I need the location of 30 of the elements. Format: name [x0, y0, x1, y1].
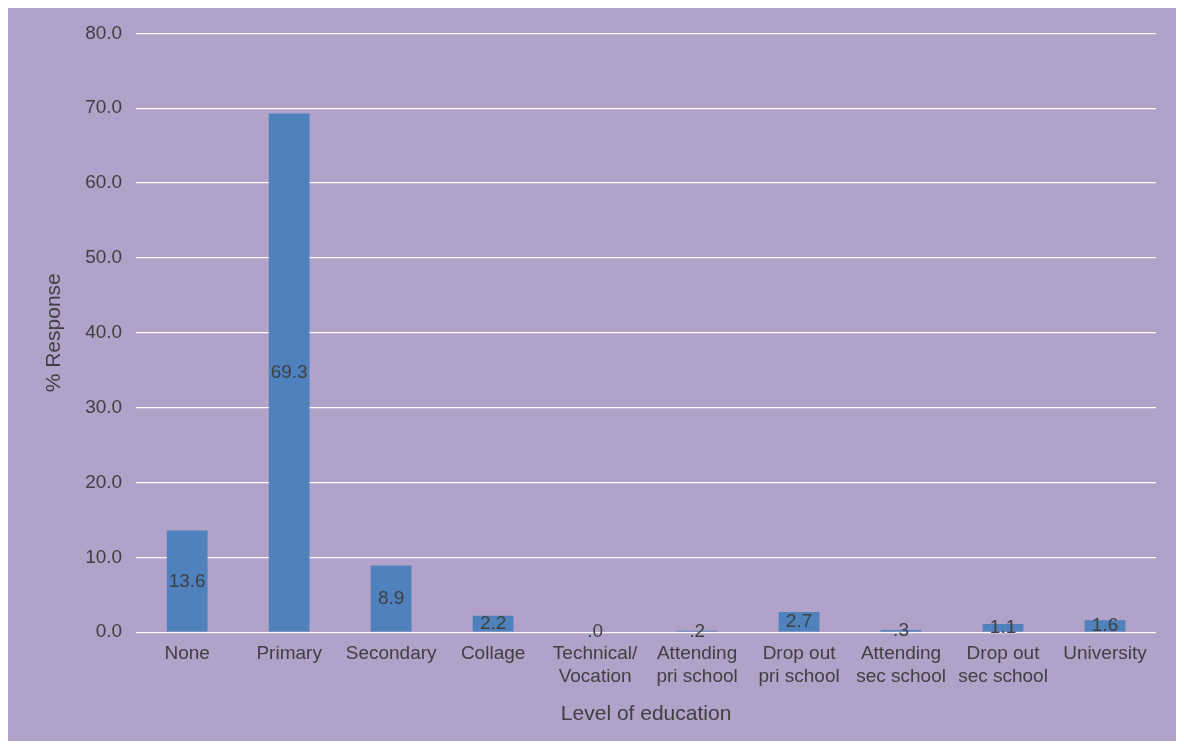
x-tick-label: Primary — [256, 641, 323, 663]
x-tick-label: University — [1063, 641, 1148, 663]
x-tick-label: Collage — [460, 641, 526, 663]
y-tick-label: 50.0 — [85, 246, 123, 268]
y-tick-label: 10.0 — [85, 545, 123, 567]
x-tick-label: Drop out sec school — [958, 641, 1048, 686]
y-tick-label: 60.0 — [85, 171, 123, 193]
data-label: 2.2 — [479, 612, 507, 634]
data-label: 1.6 — [1091, 614, 1119, 636]
y-tick-label: 40.0 — [85, 321, 123, 343]
y-tick-label: 70.0 — [85, 96, 123, 118]
y-tick-label: 0.0 — [95, 620, 123, 642]
data-label: 2.7 — [785, 610, 813, 632]
x-tick-label: Attending pri school — [656, 641, 738, 686]
x-tick-label: Secondary — [345, 641, 438, 663]
bar — [268, 113, 310, 632]
data-label: 69.3 — [270, 361, 308, 383]
bar — [166, 530, 208, 632]
bar — [370, 565, 412, 632]
x-tick-label: Attending sec school — [856, 641, 946, 686]
y-axis-title: % Response — [41, 273, 65, 393]
y-tick-label: 20.0 — [85, 470, 123, 492]
x-tick-label: Technical/ Vocation — [552, 641, 639, 686]
y-tick-label: 80.0 — [85, 21, 123, 43]
data-label: 8.9 — [377, 587, 405, 609]
x-axis-title: Level of education — [560, 701, 732, 725]
x-tick-label: Drop out pri school — [758, 641, 840, 686]
y-tick-label: 30.0 — [85, 395, 123, 417]
x-tick-label: None — [164, 641, 210, 663]
data-label: 13.6 — [168, 569, 206, 591]
